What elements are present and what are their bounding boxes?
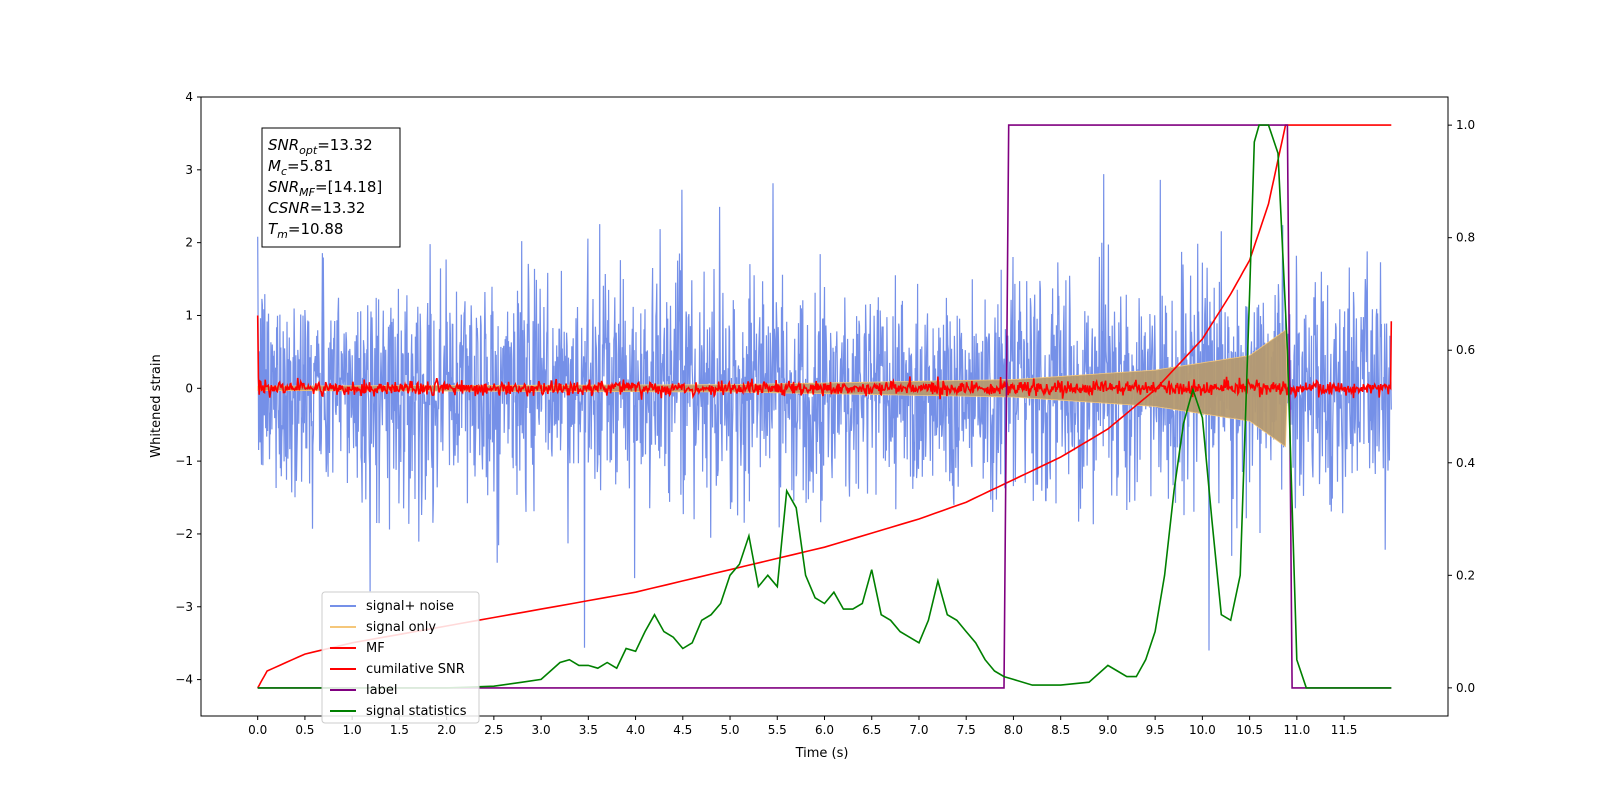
y-axis-left-label: Whitened strain [149,354,164,457]
x-tick-label: 6.0 [815,723,834,737]
x-axis-ticks: 0.0 0.5 1.0 1.5 2.0 2.5 3.0 3.5 4.0 4.5 5.0 5.5 6.0 6… [248,716,1357,737]
x-tick-label: 8.5 [1051,723,1070,737]
x-tick-label: 7.5 [957,723,976,737]
y-right-tick-label: 0.2 [1456,568,1475,582]
x-tick-label: 6.5 [862,723,881,737]
x-tick-label: 0.0 [248,723,267,737]
annotation-line: SNRMF=[14.18] [268,178,382,199]
y-left-tick-label: 3 [185,163,193,177]
y-axis-right-ticks: 0.0 0.2 0.4 0.6 0.8 1.0 [1448,118,1475,695]
x-tick-label: 4.0 [626,723,645,737]
x-tick-label: 2.5 [484,723,503,737]
series-signal-noise [257,174,1392,651]
y-right-tick-label: 0.4 [1456,456,1475,470]
legend-label: label [366,683,397,698]
y-left-tick-label: −2 [175,527,193,541]
legend-frame [321,591,480,724]
legend-label: signal statistics [366,704,467,719]
x-tick-label: 11.0 [1283,723,1310,737]
x-tick-label: 11.5 [1331,723,1358,737]
legend-label: signal+ noise [366,599,454,614]
y-left-tick-label: 1 [185,308,193,322]
x-axis-label: Time (s) [795,746,849,761]
legend-label: cumilative SNR [366,662,465,677]
y-left-tick-label: −3 [175,600,193,614]
annotation-line: Mc=5.81 [268,157,333,178]
legend-label: signal only [366,620,436,635]
stats-annotation-box: SNRopt=13.32Mc=5.81SNRMF=[14.18]CSNR=13.… [261,127,401,248]
annotation-line: CSNR=13.32 [268,199,365,217]
x-tick-label: 4.5 [673,723,692,737]
legend: signal+ noise signal only MF cumilative SNR… [321,591,480,724]
y-left-tick-label: −4 [175,673,193,687]
x-tick-label: 3.0 [532,723,551,737]
annotation-line: Tm=10.88 [268,220,343,241]
y-right-tick-label: 1.0 [1456,118,1475,132]
series-signal-statistics [257,124,1392,689]
x-tick-label: 1.0 [343,723,362,737]
y-left-tick-label: 0 [185,381,193,395]
y-right-tick-label: 0.8 [1456,231,1475,245]
legend-label: MF [366,641,385,656]
y-right-tick-label: 0.0 [1456,681,1475,695]
annotation-line: SNRopt=13.32 [268,136,373,157]
x-tick-label: 1.5 [390,723,409,737]
y-right-tick-label: 0.6 [1456,343,1475,357]
x-tick-label: 10.5 [1236,723,1263,737]
x-tick-label: 8.0 [1004,723,1023,737]
x-tick-label: 0.5 [295,723,314,737]
annotation-frame [261,127,401,248]
x-tick-label: 9.5 [1146,723,1165,737]
y-axis-left-ticks: 4 3 2 1 0 −1 −2 −3 −4 [175,90,201,687]
x-tick-label: 7.0 [909,723,928,737]
y-left-tick-label: 2 [185,236,193,250]
y-left-tick-label: 4 [185,90,193,104]
y-left-tick-label: −1 [175,454,193,468]
x-tick-label: 5.0 [720,723,739,737]
data-layer [256,124,1393,689]
x-tick-label: 2.0 [437,723,456,737]
x-tick-label: 5.5 [768,723,787,737]
x-tick-label: 3.5 [579,723,598,737]
series-mf [256,315,1393,400]
x-tick-label: 9.0 [1098,723,1117,737]
x-tick-label: 10.0 [1189,723,1216,737]
